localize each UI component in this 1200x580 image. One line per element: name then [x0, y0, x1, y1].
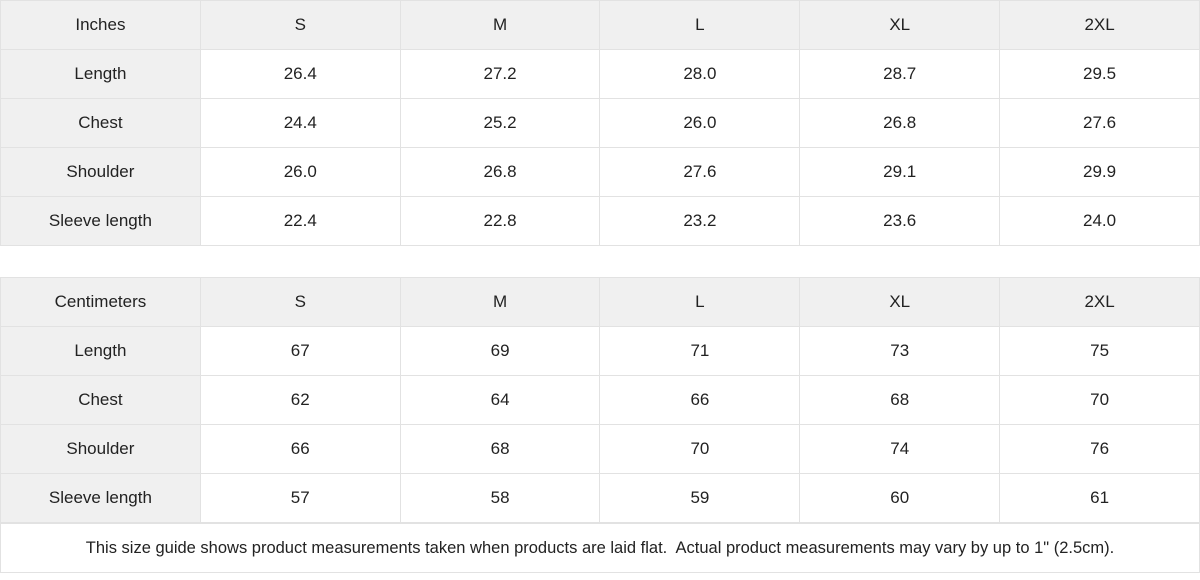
- size-value-cell: 69: [399, 326, 601, 376]
- size-value-cell: 71: [599, 326, 801, 376]
- size-value-cell: 75: [999, 326, 1200, 376]
- size-column-header-xl: XL: [799, 277, 1001, 327]
- row-label-chest: Chest: [0, 375, 201, 425]
- size-value-cell: 68: [799, 375, 1001, 425]
- size-value-cell: 24.0: [999, 196, 1200, 246]
- size-value-cell: 74: [799, 424, 1001, 474]
- size-column-header-s: S: [199, 277, 401, 327]
- size-column-header-m: M: [399, 277, 601, 327]
- row-label-length: Length: [0, 49, 201, 99]
- table-row: Chest 24.4 25.2 26.0 26.8 27.6: [0, 98, 1200, 148]
- size-value-cell: 26.0: [199, 147, 401, 197]
- table-row: Sleeve length 22.4 22.8 23.2 23.6 24.0: [0, 196, 1200, 246]
- size-value-cell: 27.2: [399, 49, 601, 99]
- size-value-cell: 23.2: [599, 196, 801, 246]
- table-row: Length 26.4 27.2 28.0 28.7 29.5: [0, 49, 1200, 99]
- size-value-cell: 70: [599, 424, 801, 474]
- size-value-cell: 60: [799, 473, 1001, 523]
- size-value-cell: 66: [599, 375, 801, 425]
- size-value-cell: 68: [399, 424, 601, 474]
- table-row: Shoulder 66 68 70 74 76: [0, 424, 1200, 474]
- size-value-cell: 61: [999, 473, 1200, 523]
- size-guide-note: This size guide shows product measuremen…: [0, 523, 1200, 573]
- row-label-chest: Chest: [0, 98, 201, 148]
- size-column-header-2xl: 2XL: [999, 277, 1200, 327]
- size-value-cell: 59: [599, 473, 801, 523]
- size-column-header-l: L: [599, 277, 801, 327]
- size-column-header-m: M: [399, 0, 601, 50]
- row-label-sleeve-length: Sleeve length: [0, 473, 201, 523]
- inches-table: Inches S M L XL 2XL Length 26.4 27.2 28.…: [0, 0, 1200, 246]
- size-value-cell: 22.4: [199, 196, 401, 246]
- size-value-cell: 26.8: [799, 98, 1001, 148]
- size-value-cell: 64: [399, 375, 601, 425]
- size-value-cell: 25.2: [399, 98, 601, 148]
- size-value-cell: 29.5: [999, 49, 1200, 99]
- size-value-cell: 29.9: [999, 147, 1200, 197]
- size-value-cell: 26.4: [199, 49, 401, 99]
- row-label-shoulder: Shoulder: [0, 147, 201, 197]
- size-value-cell: 70: [999, 375, 1200, 425]
- table-row: Chest 62 64 66 68 70: [0, 375, 1200, 425]
- table-gap: [0, 246, 1200, 277]
- table-header-row: Inches S M L XL 2XL: [0, 0, 1200, 50]
- size-value-cell: 28.0: [599, 49, 801, 99]
- centimeters-table: Centimeters S M L XL 2XL Length 67 69 71…: [0, 277, 1200, 523]
- unit-header-centimeters: Centimeters: [0, 277, 201, 327]
- size-column-header-2xl: 2XL: [999, 0, 1200, 50]
- table-row: Sleeve length 57 58 59 60 61: [0, 473, 1200, 523]
- size-value-cell: 28.7: [799, 49, 1001, 99]
- size-value-cell: 58: [399, 473, 601, 523]
- size-column-header-s: S: [199, 0, 401, 50]
- size-value-cell: 23.6: [799, 196, 1001, 246]
- table-header-row: Centimeters S M L XL 2XL: [0, 277, 1200, 327]
- size-value-cell: 62: [199, 375, 401, 425]
- size-value-cell: 26.8: [399, 147, 601, 197]
- table-row: Shoulder 26.0 26.8 27.6 29.1 29.9: [0, 147, 1200, 197]
- size-value-cell: 27.6: [999, 98, 1200, 148]
- size-value-cell: 67: [199, 326, 401, 376]
- size-value-cell: 22.8: [399, 196, 601, 246]
- size-value-cell: 29.1: [799, 147, 1001, 197]
- row-label-sleeve-length: Sleeve length: [0, 196, 201, 246]
- size-column-header-xl: XL: [799, 0, 1001, 50]
- size-value-cell: 26.0: [599, 98, 801, 148]
- size-value-cell: 76: [999, 424, 1200, 474]
- size-value-cell: 57: [199, 473, 401, 523]
- table-row: Length 67 69 71 73 75: [0, 326, 1200, 376]
- size-column-header-l: L: [599, 0, 801, 50]
- unit-header-inches: Inches: [0, 0, 201, 50]
- size-value-cell: 66: [199, 424, 401, 474]
- size-value-cell: 24.4: [199, 98, 401, 148]
- row-label-shoulder: Shoulder: [0, 424, 201, 474]
- size-value-cell: 73: [799, 326, 1001, 376]
- size-value-cell: 27.6: [599, 147, 801, 197]
- row-label-length: Length: [0, 326, 201, 376]
